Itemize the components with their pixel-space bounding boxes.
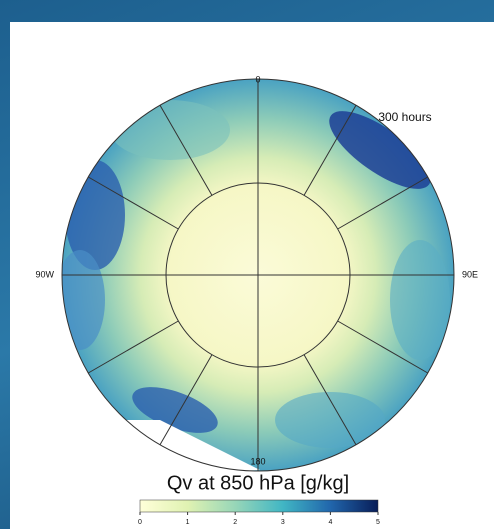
- colorbar-tick-label: 5: [376, 519, 380, 526]
- colorbar-tick-label: 1: [186, 519, 190, 526]
- colorbar-tick-label: 0: [138, 519, 142, 526]
- figure: 0 90E 180 90W 300 hours Qv at 850 hPa [g…: [0, 0, 494, 529]
- page: 0 90E 180 90W 300 hours Qv at 850 hPa [g…: [0, 0, 494, 529]
- lon-label: 0: [255, 74, 260, 84]
- colorbar-tick-label: 2: [233, 519, 237, 526]
- lon-label: 90E: [462, 269, 478, 279]
- lon-label: 90W: [35, 269, 54, 279]
- colorbar: [140, 500, 378, 512]
- lon-label: 180: [250, 456, 265, 466]
- colorbar-tick-label: 3: [281, 519, 285, 526]
- title: Qv at 850 hPa [g/kg]: [167, 472, 349, 494]
- colorbar-tick-label: 4: [328, 519, 332, 526]
- annotation: 300 hours: [378, 110, 431, 124]
